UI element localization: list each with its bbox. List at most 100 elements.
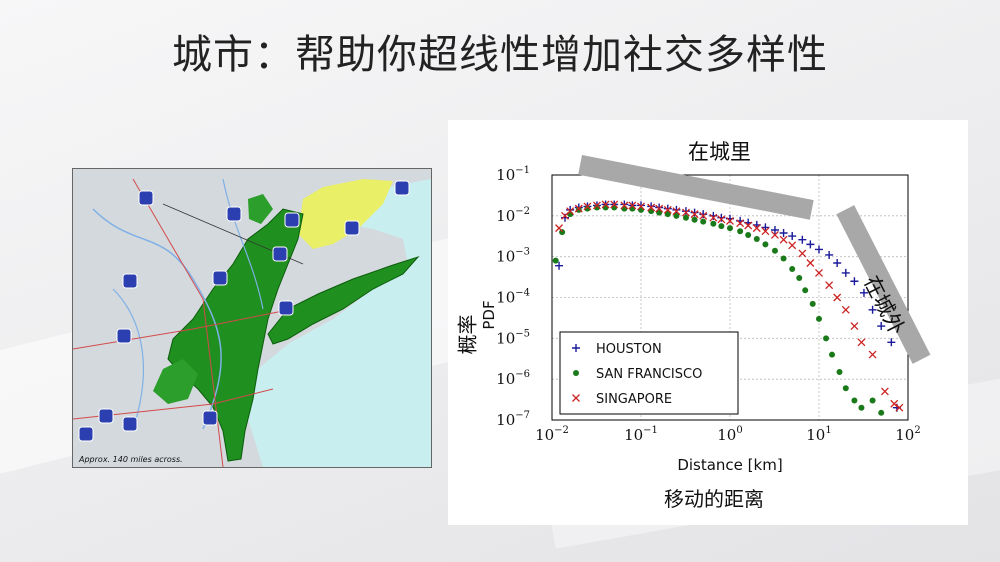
in-city-bar — [578, 155, 814, 220]
legend-label: SINGAPORE — [596, 392, 672, 407]
data-point — [753, 236, 760, 243]
metro-map: Approx. 140 miles across. — [72, 168, 432, 468]
data-point — [850, 322, 859, 331]
x-tick-label: 10−2 — [535, 425, 569, 444]
data-point — [815, 245, 823, 254]
data-point — [637, 202, 645, 211]
data-point — [574, 204, 583, 213]
data-point — [890, 399, 899, 408]
data-point — [761, 223, 770, 232]
data-point — [672, 205, 681, 214]
y-tick-label: 10−4 — [496, 288, 530, 307]
data-point — [841, 268, 850, 277]
data-point — [681, 207, 690, 216]
data-point — [779, 235, 788, 244]
data-point — [798, 235, 807, 244]
data-point — [709, 211, 718, 220]
data-point — [895, 403, 904, 412]
data-point — [699, 211, 708, 220]
data-point — [628, 201, 637, 210]
y-axis-label: PDF — [480, 300, 498, 329]
data-point — [690, 210, 699, 219]
x-axis-label-cn: 移动的距离 — [664, 487, 764, 511]
data-point — [681, 208, 690, 217]
data-point — [656, 209, 663, 216]
data-point — [744, 221, 753, 230]
in-city-label: 在城里 — [688, 140, 751, 164]
data-point — [663, 205, 672, 214]
data-point — [592, 201, 601, 210]
data-point — [717, 215, 726, 224]
x-tick-label: 101 — [806, 425, 831, 444]
data-point — [796, 275, 803, 282]
pdf-distance-chart: 10−2 10−1 100 101 102 10−1 10−2 10−3 10−4 10−5 10−… — [480, 155, 931, 474]
data-point — [575, 206, 582, 213]
data-point — [682, 214, 689, 221]
map-caption: Approx. 140 miles across. — [79, 455, 183, 464]
data-point — [611, 204, 618, 211]
highway-shields — [78, 180, 410, 442]
data-point — [709, 213, 718, 222]
legend-marker — [572, 394, 580, 402]
data-point — [673, 212, 680, 219]
data-point — [823, 335, 830, 342]
data-point — [880, 387, 889, 396]
y-tick-label: 10−6 — [496, 369, 530, 388]
data-point — [710, 220, 717, 227]
data-point — [770, 231, 779, 239]
data-point — [842, 385, 849, 392]
data-point — [789, 265, 796, 272]
data-point — [717, 213, 726, 222]
data-point — [699, 210, 708, 219]
data-point — [620, 201, 629, 210]
data-point — [833, 258, 842, 267]
data-point — [601, 200, 610, 209]
data-point — [752, 224, 761, 233]
data-point — [672, 207, 681, 216]
data-point — [779, 228, 788, 237]
legend-label: SAN FRANCISCO — [596, 367, 702, 382]
data-point — [869, 397, 876, 404]
data-point — [809, 300, 816, 307]
data-point — [878, 409, 885, 416]
data-point — [858, 404, 865, 411]
data-point — [771, 247, 778, 254]
data-point — [851, 397, 858, 404]
data-point — [780, 255, 787, 262]
data-point — [566, 207, 575, 216]
data-point — [859, 288, 868, 297]
data-point — [806, 240, 815, 249]
data-point — [691, 216, 698, 223]
data-point — [583, 202, 592, 211]
data-point — [602, 204, 609, 211]
plot-frame — [551, 174, 909, 421]
data-point — [736, 219, 745, 228]
chart-panel: 10−2 10−1 100 101 102 10−1 10−2 10−3 10−4 10−5 10−… — [448, 120, 968, 525]
y-tick-label: 10−3 — [496, 247, 530, 266]
legend-box — [559, 331, 739, 415]
data-point — [802, 287, 809, 294]
data-point — [555, 224, 564, 233]
data-point — [762, 241, 769, 248]
data-point — [726, 216, 734, 225]
data-point — [745, 231, 752, 238]
data-point — [718, 223, 725, 230]
data-point — [610, 200, 619, 209]
data-point — [690, 208, 699, 217]
chart-legend: HOUSTON SAN FRANCISCO SINGAPORE — [559, 331, 739, 415]
data-point — [727, 225, 733, 232]
x-tick-label: 100 — [717, 425, 742, 444]
x-axis-label: Distance [km] — [677, 456, 782, 474]
data-point — [770, 225, 779, 234]
data-point — [829, 351, 836, 358]
y-tick-label: 10−5 — [496, 328, 530, 347]
data-point — [815, 268, 823, 277]
data-point — [825, 250, 834, 259]
data-point — [836, 368, 843, 375]
data-point — [833, 293, 842, 302]
y-axis-label-cn: 概率 — [455, 314, 480, 355]
slide-title: 城市：帮助你超线性增加社交多样性 — [172, 32, 828, 78]
data-point — [788, 232, 797, 241]
data-point — [806, 259, 815, 267]
data-point — [868, 350, 877, 359]
